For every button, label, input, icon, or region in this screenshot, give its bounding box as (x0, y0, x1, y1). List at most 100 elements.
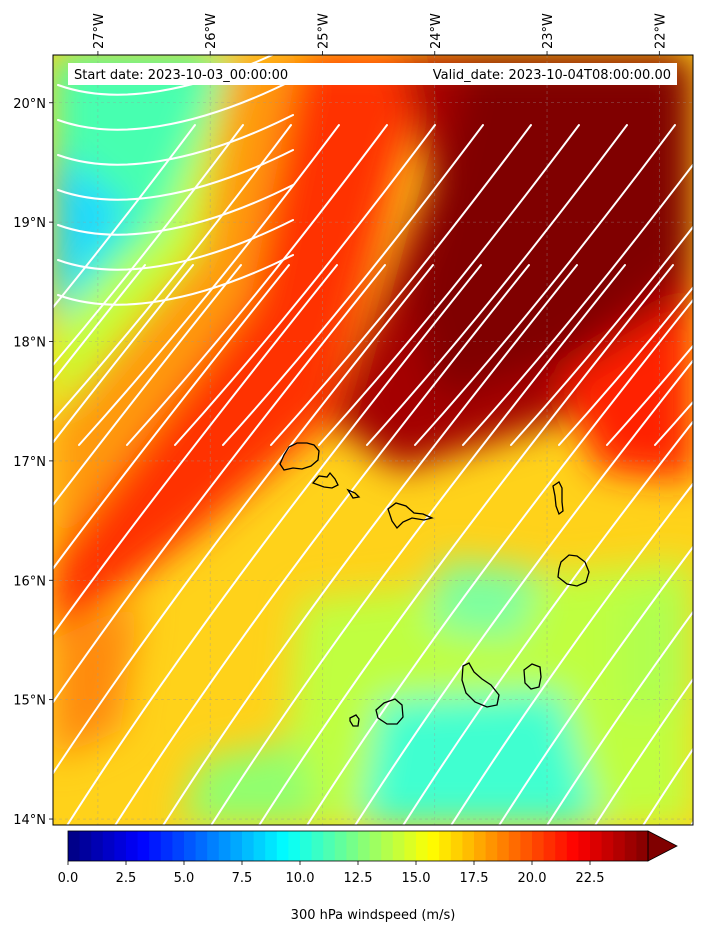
streamline (126, 124, 388, 446)
streamline (654, 400, 693, 446)
colorbar-segment (218, 831, 231, 861)
lat-label: 14°N (13, 813, 46, 828)
colorbar-ticks: 0.0 2.5 5.0 7.5 10.0 12.5 15.0 17.5 20.0 22.5 (58, 861, 605, 886)
colorbar-segment (102, 831, 115, 861)
colorbar-label: 300 hPa windspeed (m/s) (291, 908, 456, 923)
streamline (57, 79, 294, 131)
colorbar-tick-label: 12.5 (344, 871, 373, 886)
colorbar-tick-label: 22.5 (576, 871, 605, 886)
island-brava (349, 714, 360, 727)
colorbar-segment (543, 831, 556, 861)
island-fogo (375, 698, 404, 725)
streamline (53, 124, 244, 367)
lon-label: 26°W (204, 13, 219, 49)
streamline (162, 264, 578, 825)
lon-label: 25°W (316, 13, 331, 49)
colorbar-segment (624, 831, 637, 861)
colorbar: 0.0 2.5 5.0 7.5 10.0 12.5 15.0 17.5 20.0 22.5 300… (58, 830, 678, 923)
island-sao-nicolau (387, 502, 434, 530)
map-frame (52, 54, 694, 826)
streamline (498, 545, 693, 825)
windspeed-field (53, 55, 693, 825)
colorbar-tick-label: 2.5 (116, 871, 137, 886)
streamline (114, 264, 530, 825)
streamline (366, 124, 628, 446)
colorbar-segment (404, 831, 417, 861)
colorbar-segment (381, 831, 394, 861)
colorbar-segment (172, 831, 185, 861)
lon-label: 23°W (541, 13, 556, 49)
colorbar-segment (79, 831, 92, 861)
colorbar-tick-label: 20.0 (518, 871, 547, 886)
date-banner (68, 63, 677, 85)
colorbar-segment (114, 831, 127, 861)
coastlines (279, 442, 590, 727)
streamline (53, 124, 292, 422)
streamline (222, 124, 484, 446)
longitude-labels: 27°W 26°W 25°W 24°W 23°W 22°W (92, 13, 668, 55)
colorbar-segment (149, 831, 162, 861)
colorbar-segment (474, 831, 487, 861)
colorbar-segment (590, 831, 603, 861)
colorbar-segment (392, 831, 405, 861)
lat-label: 17°N (13, 455, 46, 470)
streamline (450, 482, 693, 825)
streamline (53, 264, 434, 775)
colorbar-segment (497, 831, 510, 861)
streamline (53, 264, 338, 636)
latitude-labels: 20°N 19°N 18°N 17°N 16°N 15°N 14°N (13, 97, 53, 828)
colorbar-segment (334, 831, 347, 861)
colorbar-segment (253, 831, 266, 861)
streamline (270, 124, 532, 446)
lon-label: 27°W (92, 13, 107, 49)
island-boa-vista (557, 554, 590, 587)
colorbar-segment (520, 831, 533, 861)
streamline (53, 264, 290, 571)
colorbar-segment (160, 831, 173, 861)
streamline (53, 264, 386, 704)
island-santo-antao (279, 442, 320, 471)
streamline (53, 264, 146, 383)
streamline (354, 358, 693, 825)
lat-label: 20°N (13, 97, 46, 112)
lat-label: 16°N (13, 574, 46, 589)
island-sao-vicente (311, 471, 339, 489)
colorbar-segment (566, 831, 579, 861)
colorbar-segment (439, 831, 452, 861)
island-santa-luzia (346, 488, 361, 499)
colorbar-extend-arrow (647, 830, 678, 862)
streamline (402, 420, 693, 825)
colorbar-segment (578, 831, 591, 861)
colorbar-segment (427, 831, 440, 861)
streamline (258, 264, 674, 825)
streamline (174, 124, 436, 446)
colorbar-tick-label: 0.0 (58, 871, 79, 886)
colorbar-tick-label: 17.5 (460, 871, 489, 886)
streamline (53, 124, 196, 309)
streamline (306, 298, 693, 825)
colorbar-segment (636, 831, 649, 861)
streamline (57, 55, 275, 96)
colorbar-segment (242, 831, 255, 861)
streamline (510, 225, 693, 446)
streamline (546, 610, 693, 825)
colorbar-segment (288, 831, 301, 861)
lat-label: 19°N (13, 216, 46, 231)
lon-label: 24°W (429, 13, 444, 49)
streamline (57, 149, 294, 201)
colorbar-segment (323, 831, 336, 861)
colorbar-segment (555, 831, 568, 861)
colorbar-segment (68, 831, 81, 861)
lat-label: 18°N (13, 336, 46, 351)
colorbar-segment (195, 831, 208, 861)
streamlines (53, 55, 693, 825)
streamline (57, 184, 294, 236)
lat-label: 15°N (13, 694, 46, 709)
streamline (66, 264, 482, 825)
colorbar-segment (137, 831, 150, 861)
colorbar-segment (369, 831, 382, 861)
colorbar-segment (207, 831, 220, 861)
colorbar-segment (346, 831, 359, 861)
colorbar-segment (358, 831, 371, 861)
